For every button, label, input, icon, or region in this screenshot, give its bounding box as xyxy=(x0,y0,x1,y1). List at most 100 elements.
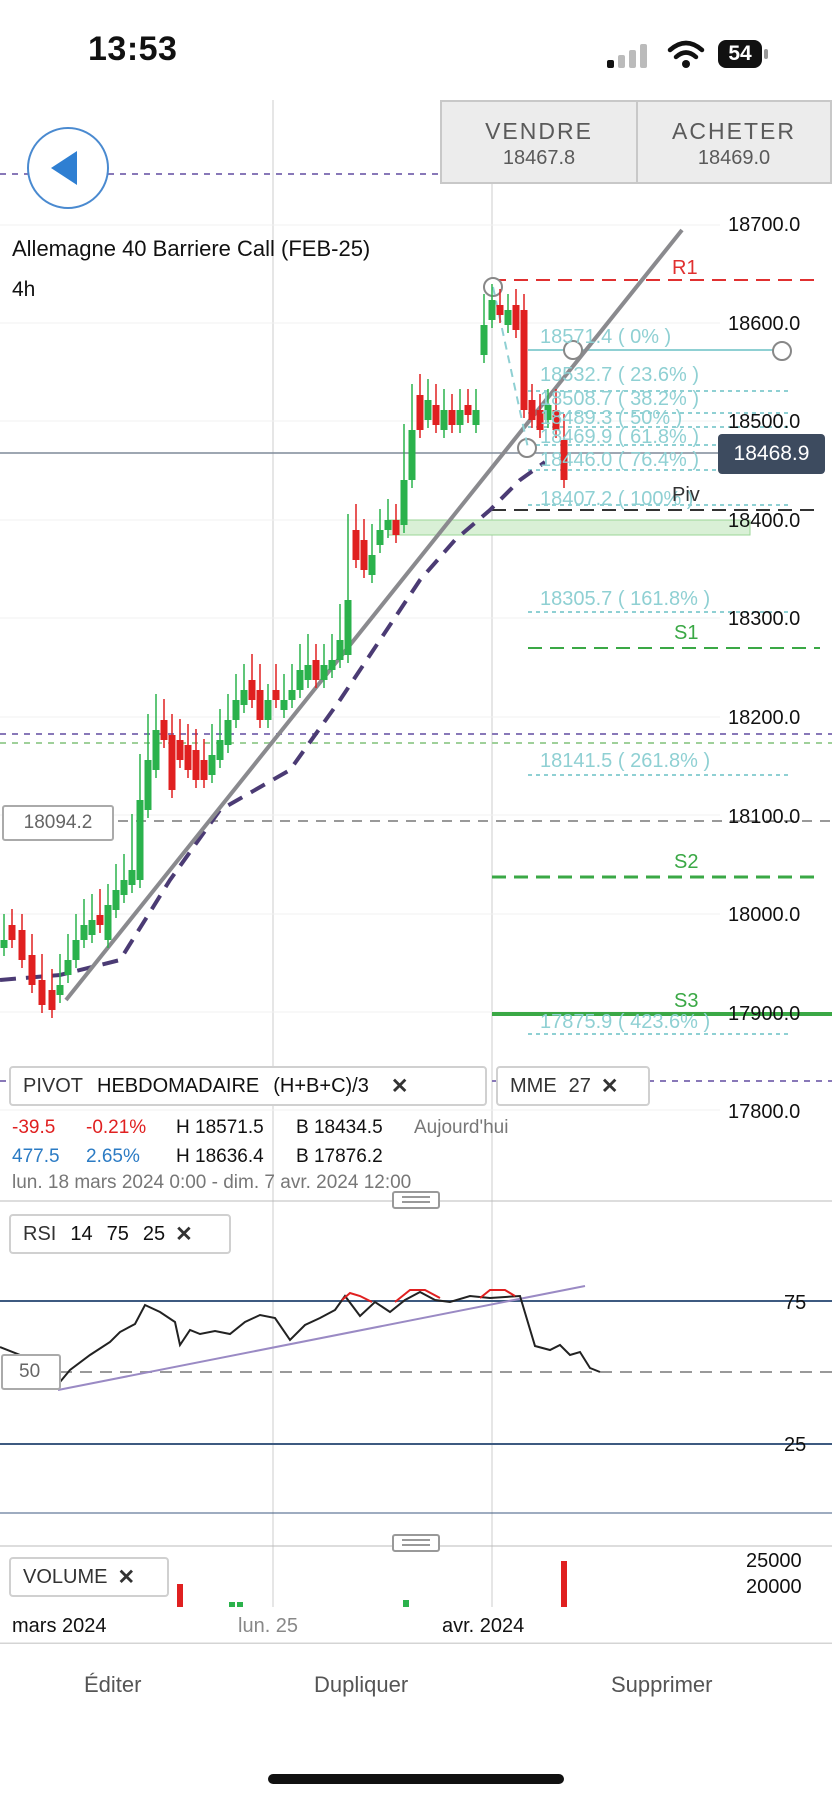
back-arrow-icon xyxy=(51,151,77,185)
rsi-period: 14 xyxy=(70,1222,93,1245)
price-axis-label: 18300.0 xyxy=(728,608,801,630)
time-axis-label: mars 2024 xyxy=(8,1613,111,1640)
pivot-s3-label: S3 xyxy=(674,990,699,1012)
candle xyxy=(160,720,168,740)
fib-level-label: 18489.3 ( 50% ) xyxy=(540,407,683,429)
candle xyxy=(408,430,416,480)
pivot-formula: (H+B+C)/3 xyxy=(273,1074,369,1097)
candle xyxy=(488,300,496,320)
instrument-title: Allemagne 40 Barriere Call (FEB-25) xyxy=(12,236,371,261)
period-change: 477.5 xyxy=(12,1146,60,1167)
volume-bar xyxy=(403,1600,409,1608)
pivot-s2-label: S2 xyxy=(674,851,699,873)
close-icon[interactable]: ✕ xyxy=(175,1222,193,1246)
sell-label: VENDRE xyxy=(485,118,593,144)
candle xyxy=(248,680,256,700)
anchor-point xyxy=(563,340,583,360)
candle xyxy=(112,890,120,910)
close-icon[interactable]: ✕ xyxy=(390,1074,409,1098)
buy-button[interactable]: ACHETER 18469.0 xyxy=(636,100,832,184)
pivot-period: HEBDOMADAIRE xyxy=(97,1074,260,1097)
today-change: -39.5 xyxy=(12,1117,56,1138)
candle xyxy=(424,400,432,420)
time-axis-label: avr. 2024 xyxy=(438,1613,529,1640)
candle xyxy=(256,690,264,720)
delete-button[interactable]: Supprimer xyxy=(611,1672,713,1697)
today-high: H 18571.5 xyxy=(176,1117,264,1138)
time-axis-label: lun. 25 xyxy=(234,1613,303,1640)
today-label: Aujourd'hui xyxy=(414,1117,509,1138)
mme-name: MME xyxy=(510,1074,557,1097)
candle xyxy=(232,700,240,720)
candle xyxy=(360,540,368,570)
fib-level-label: 18446.0 ( 76.4% ) xyxy=(540,449,699,471)
price-axis-label: 18400.0 xyxy=(728,510,801,532)
candle xyxy=(392,520,400,535)
horizontal-line-price-label[interactable]: 18094.2 xyxy=(2,805,114,841)
candle xyxy=(312,660,320,680)
candle xyxy=(544,405,552,420)
volume-name: VOLUME xyxy=(23,1565,108,1588)
sell-button[interactable]: VENDRE 18467.8 xyxy=(440,100,638,184)
close-icon[interactable]: ✕ xyxy=(600,1074,619,1098)
fib-level-label: 18407.2 ( 100% ) xyxy=(540,488,694,510)
candle xyxy=(176,740,184,760)
trendline xyxy=(64,228,684,1002)
price-axis-label: 17800.0 xyxy=(728,1101,801,1123)
candle xyxy=(528,400,536,420)
status-time: 13:53 xyxy=(88,30,178,68)
rsi-upper-level: 75 xyxy=(784,1292,807,1314)
period-low: B 17876.2 xyxy=(296,1146,383,1167)
candle xyxy=(504,310,512,325)
duplicate-button[interactable]: Dupliquer xyxy=(314,1672,409,1697)
candle xyxy=(304,665,312,680)
volume-bar xyxy=(561,1561,567,1608)
rsi-overbought xyxy=(479,1289,516,1299)
rsi-lower-level: 25 xyxy=(784,1434,807,1456)
candle xyxy=(0,940,8,948)
candle xyxy=(464,405,472,415)
volume-bar xyxy=(177,1584,183,1608)
candle xyxy=(384,520,392,530)
fib-level-label: 18571.4 ( 0% ) xyxy=(540,326,672,348)
candle xyxy=(432,405,440,425)
volume-indicator-chip[interactable]: VOLUME ✕ xyxy=(9,1557,169,1597)
fib-level-label: 18508.7 ( 38.2% ) xyxy=(540,388,699,410)
wifi-icon xyxy=(667,40,705,68)
price-axis-label: 18700.0 xyxy=(728,214,801,236)
current-price-tag: 18468.9 xyxy=(718,434,825,474)
today-pct: -0.21% xyxy=(86,1117,147,1138)
candle xyxy=(440,410,448,430)
candle xyxy=(38,980,46,1005)
candle xyxy=(536,410,544,430)
mme-value: 27 xyxy=(568,1074,591,1097)
mme-indicator-chip[interactable]: MME 27 ✕ xyxy=(496,1066,650,1106)
candle xyxy=(152,730,160,770)
fib-level-label: 18469.9 ( 61.8% ) xyxy=(540,426,699,448)
candle xyxy=(240,690,248,705)
close-icon[interactable]: ✕ xyxy=(117,1565,136,1589)
buy-label: ACHETER xyxy=(672,118,796,144)
edit-button[interactable]: Éditer xyxy=(84,1672,142,1697)
candle xyxy=(224,720,232,745)
candle xyxy=(168,735,176,790)
candle xyxy=(200,760,208,780)
candle xyxy=(120,880,128,895)
candle xyxy=(512,305,520,330)
rsi-indicator-chip[interactable]: RSI 14 75 25 ✕ xyxy=(9,1214,231,1254)
home-indicator xyxy=(268,1774,564,1784)
rsi-upper: 75 xyxy=(106,1222,129,1245)
candle xyxy=(88,920,96,935)
candle xyxy=(400,480,408,525)
candle xyxy=(264,700,272,720)
candle xyxy=(64,960,72,975)
candle xyxy=(144,760,152,810)
drag-handle-icon[interactable] xyxy=(392,1534,440,1552)
candle xyxy=(184,745,192,770)
pivot-indicator-chip[interactable]: PIVOT HEBDOMADAIRE (H+B+C)/3 ✕ xyxy=(9,1066,487,1106)
rsi-name: RSI xyxy=(23,1222,57,1245)
drag-handle-icon[interactable] xyxy=(392,1191,440,1209)
timeframe-label[interactable]: 4h xyxy=(12,278,36,301)
back-button[interactable] xyxy=(27,127,109,209)
